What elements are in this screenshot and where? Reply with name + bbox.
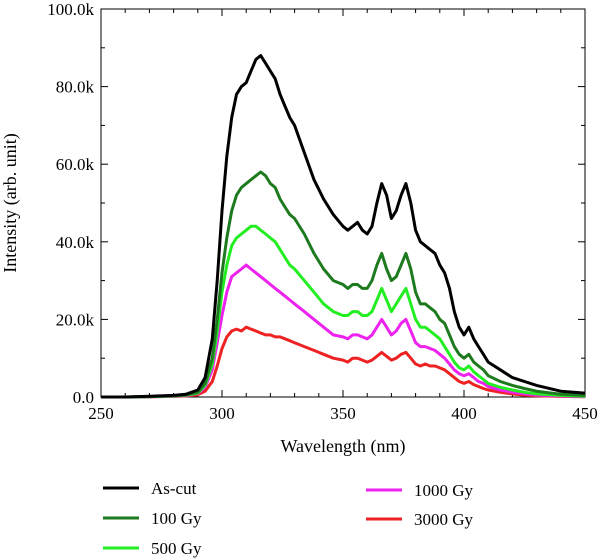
y-tick-label: 0.0 (73, 388, 94, 407)
y-tick-label: 40.0k (56, 233, 95, 252)
x-axis-title: Wavelength (nm) (280, 436, 405, 457)
series-line-500-gy (101, 224, 586, 399)
x-tick-label: 350 (330, 404, 356, 423)
y-axis-title: Intensity (arb. unit) (0, 133, 21, 272)
chart-legend: As-cut 100 Gy 500 Gy 1000 Gy 3000 Gy (103, 479, 474, 558)
x-tick-label: 250 (88, 404, 114, 423)
x-tick-label: 450 (572, 404, 598, 423)
axis-tick-labels: 250 300 350 400 450 0.0 20.0k 40.0k 60.0k 80.0k 10… (47, 0, 598, 423)
legend-label: 500 Gy (151, 539, 202, 558)
series-line-1000-gy (101, 263, 586, 399)
y-tick-label: 20.0k (56, 310, 95, 329)
y-tick-label: 80.0k (56, 78, 95, 97)
x-tick-label: 300 (209, 404, 235, 423)
series-lines (101, 54, 586, 399)
axis-ticks (100, 8, 586, 398)
legend-label: 3000 Gy (414, 510, 474, 529)
x-tick-label: 400 (451, 404, 477, 423)
legend-label: 1000 Gy (414, 481, 474, 500)
series-line-as-cut (101, 54, 586, 399)
plot-frame (100, 8, 586, 398)
series-line-100-gy (101, 170, 586, 399)
y-tick-label: 100.0k (47, 0, 94, 19)
legend-label: 100 Gy (151, 509, 202, 528)
legend-label: As-cut (151, 479, 197, 498)
y-tick-label: 60.0k (56, 155, 95, 174)
series-line-3000-gy (101, 325, 586, 399)
